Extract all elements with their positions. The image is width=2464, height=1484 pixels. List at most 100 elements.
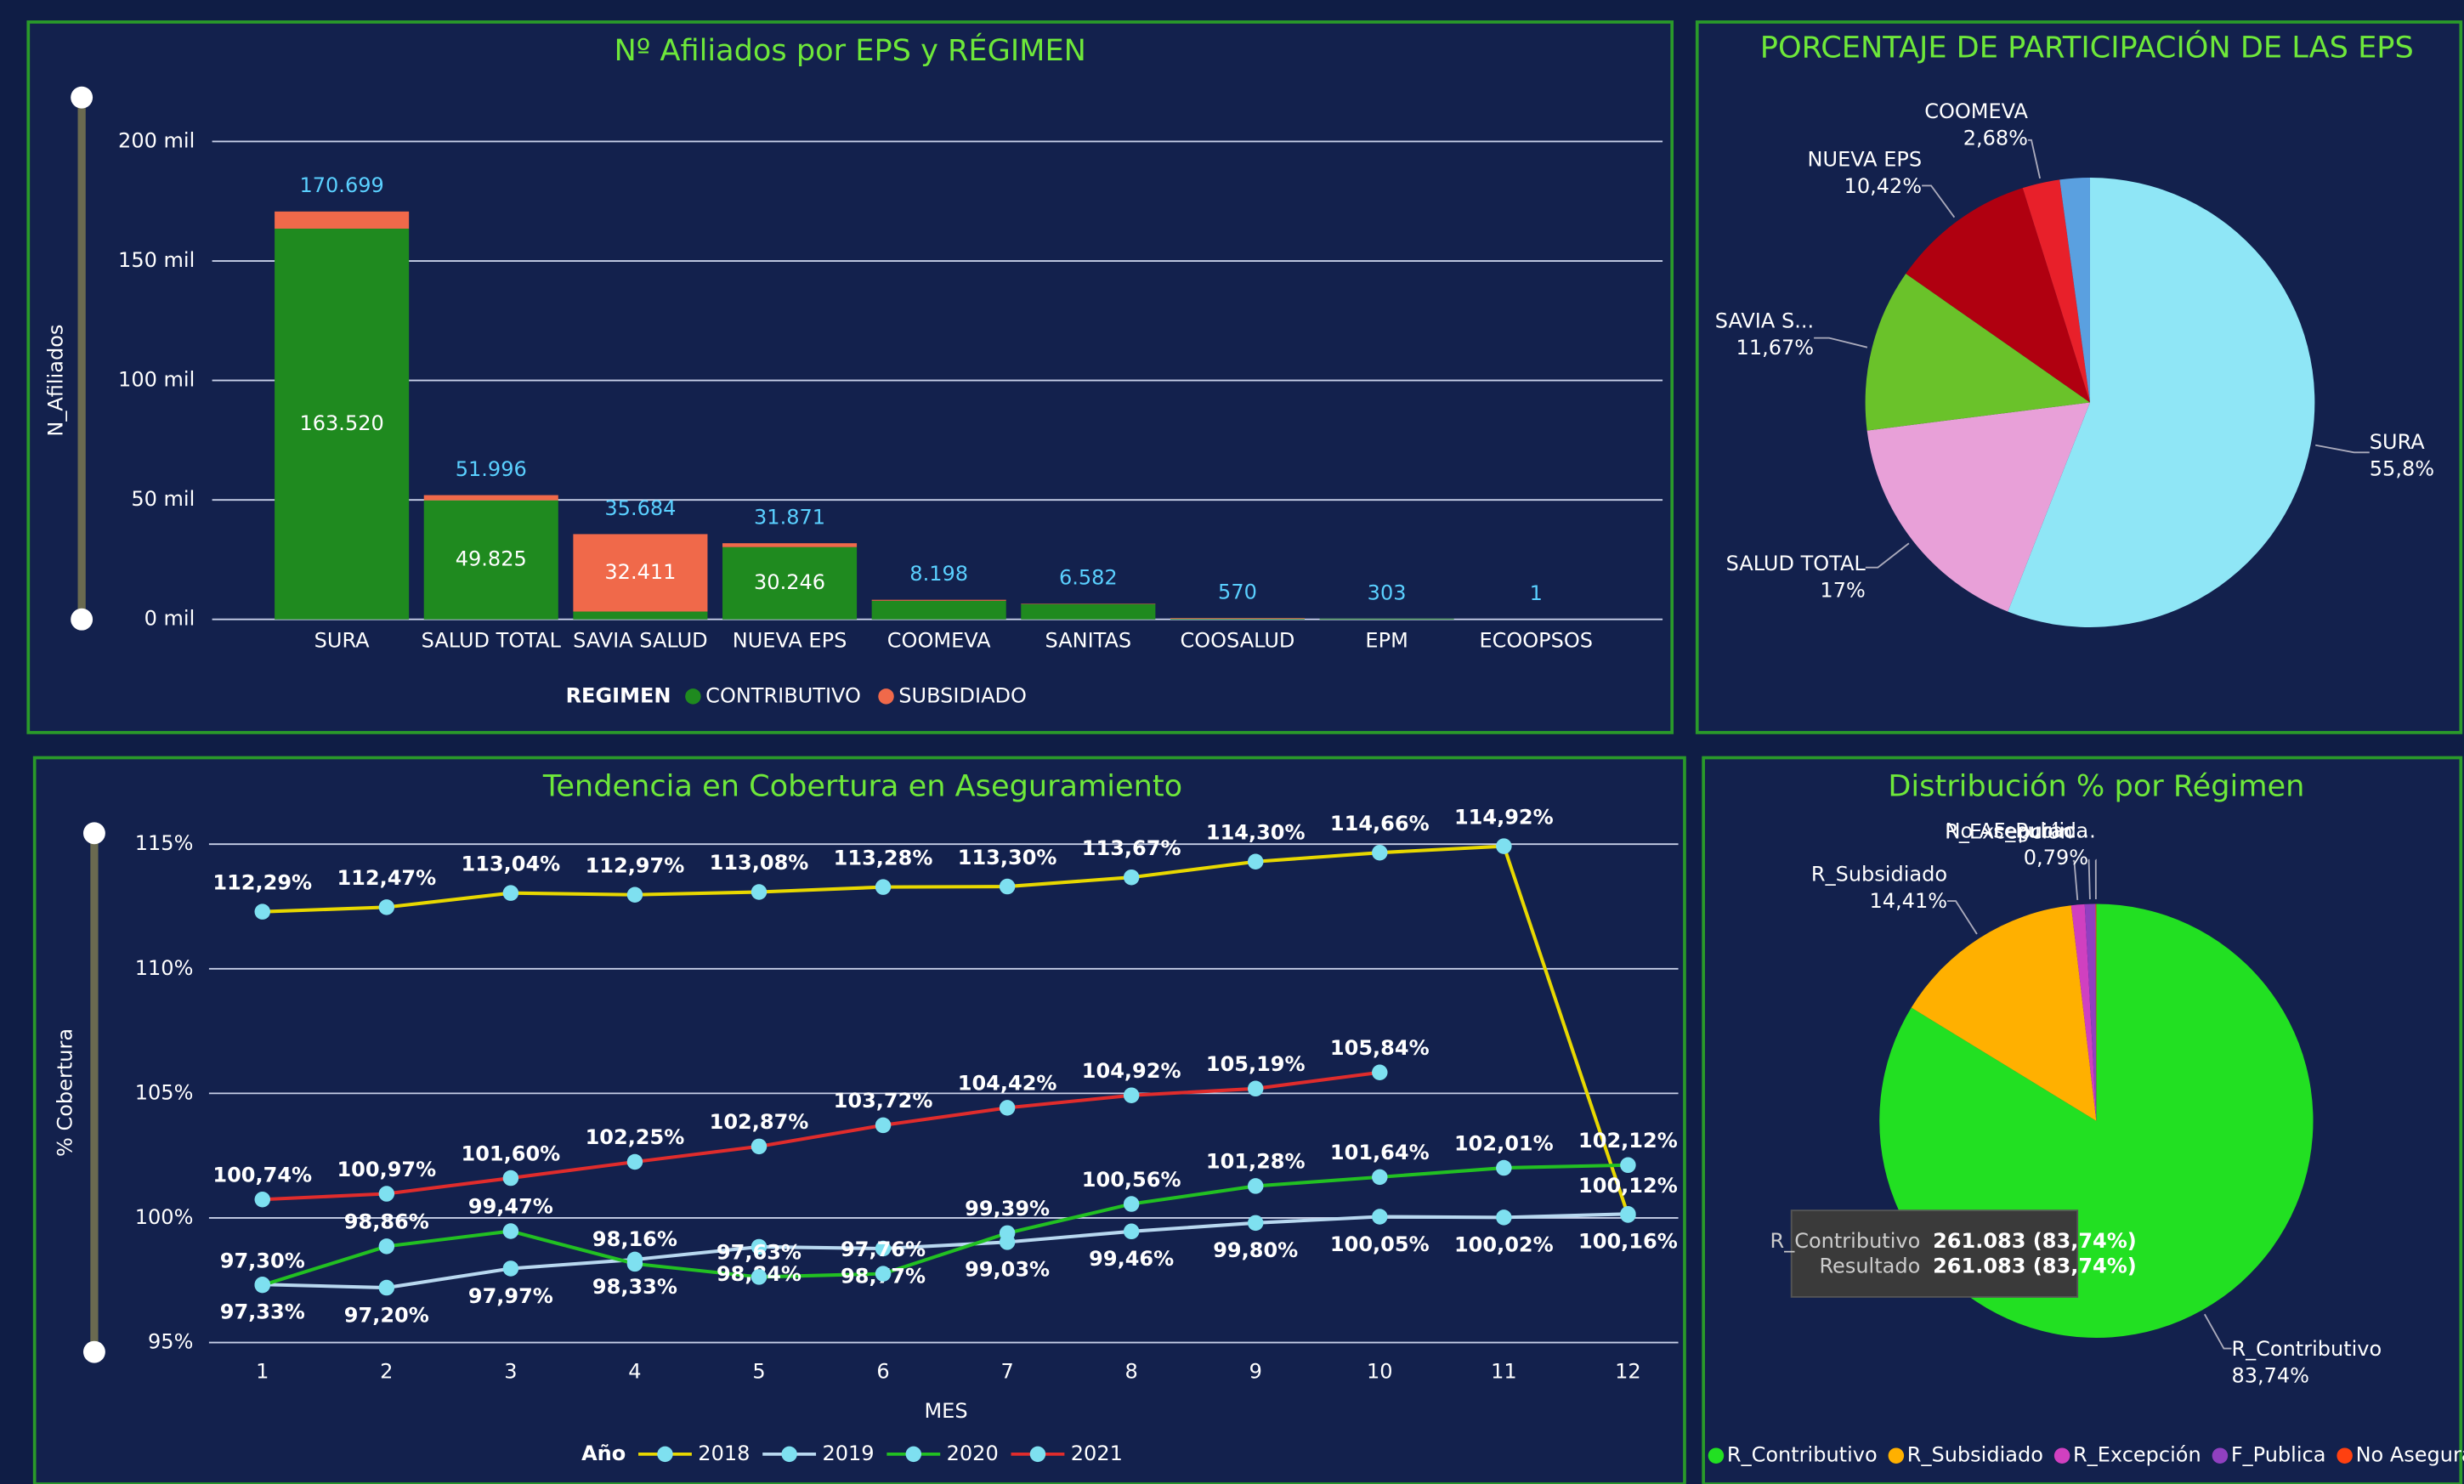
point [1496,1159,1512,1176]
bar-segment [722,547,858,620]
tooltip [1790,1209,2079,1298]
point [502,1170,519,1187]
leader-line [2204,1313,2232,1350]
x-tick-label: 2 [380,1360,393,1384]
total-label: 1 [1530,581,1543,605]
slice-name: NUEVA EPS [1808,148,1923,172]
point [1372,844,1388,861]
total-label: 6.582 [1059,566,1118,590]
point-label: 100,12% [1578,1174,1678,1198]
y-tick-label: 115% [135,831,194,855]
x-tick-label: NUEVA EPS [733,629,847,653]
point-label: 98,86% [344,1210,429,1234]
point [875,1266,892,1282]
y-tick-label: 0 mil [144,607,195,631]
pie-slice [2070,903,2097,1121]
y-tick-label: 110% [135,956,194,980]
segment-label: 32.411 [604,560,676,584]
legend-label: 2019 [822,1442,874,1465]
x-tick-label: 1 [256,1360,269,1384]
chart-title: Distribución % por Régimen [1888,769,2304,804]
bar-segment [1170,618,1306,619]
legend-title: Año [581,1442,626,1465]
x-tick-label: 11 [1491,1360,1517,1384]
point [1247,1215,1264,1232]
slice-value: 83,74% [2231,1363,2309,1387]
x-tick-label: COOMEVA [887,629,991,653]
leader-line [2072,859,2079,900]
slice-value: 14,41% [1870,889,1948,913]
point [378,899,395,915]
y-tick-label: 50 mil [131,487,195,511]
x-tick-label: 12 [1615,1360,1641,1384]
point-label: 100,97% [337,1158,436,1181]
point [254,1277,271,1294]
bar-segment [423,500,558,620]
slider-handle[interactable] [82,822,105,845]
slider-handle[interactable] [82,1340,105,1363]
point-label: 100,05% [1330,1232,1430,1256]
bar-segment [423,495,558,501]
total-label: 303 [1368,581,1407,604]
leader-line [2087,858,2091,900]
point-label: 114,66% [1330,812,1430,835]
y-axis-title: % Cobertura [54,1028,77,1157]
point-label: 113,04% [462,852,561,875]
point [751,1138,768,1155]
x-tick-label: 4 [628,1360,641,1384]
point-label: 102,12% [1578,1129,1678,1153]
point-label: 112,97% [586,853,685,877]
point [378,1186,395,1202]
point [751,1269,768,1285]
point [999,1225,1016,1242]
total-label: 31.871 [754,506,825,530]
legend-swatch [1029,1446,1046,1463]
point-label: 98,33% [592,1275,677,1299]
legend-swatch [1888,1447,1905,1464]
point [1123,1087,1140,1103]
point [378,1238,395,1255]
point-label: 101,64% [1330,1141,1430,1164]
slider-handle[interactable] [71,86,93,109]
legend-label: SUBSIDIADO [898,683,1027,707]
point-label: 98,16% [592,1227,677,1251]
point [502,1260,519,1277]
bar-segment [1021,603,1156,620]
x-tick-label: 5 [752,1360,765,1384]
point [999,878,1016,895]
point-label: 97,97% [468,1284,553,1308]
point [751,884,768,900]
point [1620,1206,1636,1222]
legend-label: 2018 [698,1442,750,1465]
leader-line [1865,542,1910,569]
y-tick-label: 100% [135,1205,194,1229]
legend-swatch [1708,1447,1725,1464]
point-label: 103,72% [834,1089,933,1113]
total-label: 35.684 [604,496,676,520]
point-label: 112,29% [212,870,312,894]
legend-swatch [781,1446,797,1463]
point-label: 97,33% [220,1300,305,1324]
pie-slice [1911,905,2097,1121]
slider-handle[interactable] [71,608,93,631]
x-tick-label: SALUD TOTAL [422,629,562,653]
point-label: 99,47% [468,1195,553,1219]
point [626,886,643,903]
point [1247,1080,1264,1097]
point [875,1240,892,1257]
leader-line [1947,900,1978,935]
legend-swatch [657,1446,673,1463]
point-label: 97,20% [344,1303,429,1327]
point-label: 99,03% [965,1258,1050,1282]
series-line [262,1070,1380,1202]
pie-slice [2008,178,2315,627]
x-tick-label: SANITAS [1045,629,1132,653]
point-label: 113,08% [710,851,809,875]
bar-segment [573,611,708,620]
point-label: 114,30% [1206,820,1306,844]
point [1123,1223,1140,1240]
bar-segment [275,211,410,229]
point [1372,1209,1388,1225]
bar-segment [1170,618,1306,620]
point-label: 112,47% [337,866,436,890]
